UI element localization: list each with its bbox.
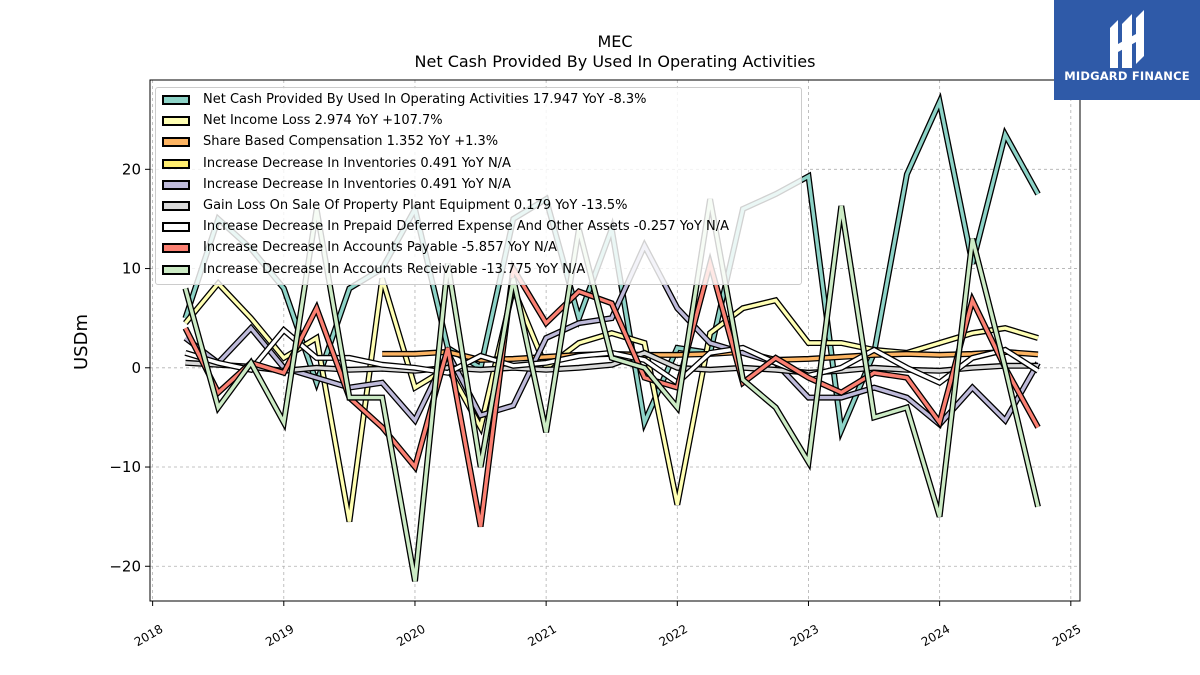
legend-label: Gain Loss On Sale Of Property Plant Equi… — [203, 198, 628, 213]
series-layer — [182, 92, 1041, 582]
legend-swatch — [162, 116, 190, 127]
legend-label: Increase Decrease In Accounts Receivable… — [203, 261, 586, 277]
x-tick-label: 2023 — [788, 622, 821, 649]
chart-title: MEC — [597, 32, 632, 51]
series-line-5 — [183, 238, 1041, 429]
y-tick-label: −20 — [109, 557, 141, 575]
x-tick-label: 2025 — [1050, 622, 1083, 649]
legend-swatch — [162, 179, 190, 190]
x-tick-label: 2024 — [919, 622, 952, 649]
x-tick-label: 2020 — [394, 622, 427, 649]
x-tick-label: 2021 — [525, 622, 558, 649]
brand-name: MIDGARD FINANCE — [1064, 69, 1190, 83]
legend-label: Increase Decrease In Inventories 0.491 Y… — [203, 155, 511, 171]
legend-label: Net Cash Provided By Used In Operating A… — [203, 92, 647, 107]
brand-mark-icon — [1110, 10, 1144, 68]
legend-swatch — [162, 243, 190, 254]
legend: Net Cash Provided By Used In Operating A… — [155, 87, 802, 285]
y-axis-label: USDm — [71, 314, 92, 370]
x-tick-label: 2022 — [657, 622, 690, 649]
y-tick-label: 20 — [122, 160, 141, 178]
legend-label: Net Income Loss 2.974 YoY +107.7% — [203, 113, 443, 129]
y-tick-label: 0 — [131, 359, 141, 377]
chart-subtitle: Net Cash Provided By Used In Operating A… — [415, 52, 816, 71]
y-tick-label: 10 — [122, 260, 141, 278]
x-tick-label: 2018 — [132, 622, 165, 649]
y-tick-label: −10 — [109, 458, 141, 476]
legend-swatch — [162, 201, 190, 211]
legend-swatch — [162, 137, 190, 148]
legend-label: Increase Decrease In Prepaid Deferred Ex… — [203, 219, 730, 235]
legend-label: Share Based Compensation 1.352 YoY +1.3% — [203, 134, 499, 150]
x-tick-label: 2019 — [263, 622, 296, 649]
legend-swatch — [162, 222, 190, 233]
legend-label: Increase Decrease In Inventories 0.491 Y… — [203, 176, 511, 192]
legend-swatch — [162, 264, 190, 275]
legend-swatch — [162, 158, 190, 169]
series-line-8 — [182, 252, 1041, 528]
legend-label: Increase Decrease In Accounts Payable -5… — [203, 240, 557, 256]
plot-frame — [149, 79, 1081, 602]
brand-logo-block: MIDGARD FINANCE — [1054, 0, 1200, 100]
legend-swatch — [162, 95, 190, 105]
series-line-6 — [185, 349, 1038, 376]
